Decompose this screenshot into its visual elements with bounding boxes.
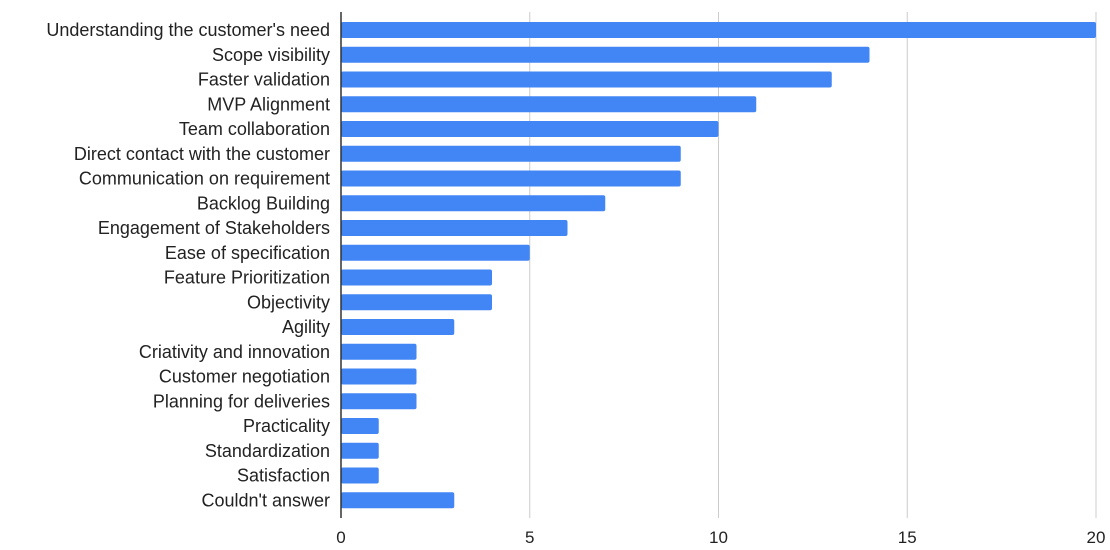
bar: [341, 294, 492, 311]
category-label: Backlog Building: [197, 193, 330, 213]
category-label: Standardization: [205, 441, 330, 461]
category-label: Scope visibility: [212, 45, 330, 65]
category-label: Direct contact with the customer: [74, 144, 330, 164]
category-label: Understanding the customer's need: [46, 20, 330, 40]
category-label: Planning for deliveries: [153, 391, 330, 411]
category-label: Feature Prioritization: [164, 268, 330, 288]
bar: [341, 269, 492, 286]
category-label: Criativity and innovation: [139, 342, 330, 362]
x-tick-label: 20: [1087, 528, 1106, 547]
gridlines: [529, 12, 1097, 518]
x-tick-labels: 0 5 10 15 20: [336, 528, 1105, 547]
bar: [341, 96, 757, 113]
x-tick-label: 10: [709, 528, 728, 547]
x-tick-label: 5: [525, 528, 534, 547]
bar: [341, 442, 379, 459]
category-labels: Understanding the customer's need Scope v…: [46, 20, 330, 510]
category-label: Communication on requirement: [79, 169, 330, 189]
bar: [341, 418, 379, 434]
bar: [341, 319, 455, 335]
bar: [341, 145, 681, 162]
bar: [341, 368, 417, 385]
bar: [341, 121, 719, 137]
bar: [341, 71, 832, 88]
bars: [341, 22, 1096, 509]
category-label: Satisfaction: [237, 466, 330, 486]
category-label: Objectivity: [247, 292, 330, 312]
bar: [341, 492, 455, 509]
category-label: MVP Alignment: [207, 94, 330, 114]
bar: [341, 393, 417, 410]
bar: [341, 46, 870, 63]
bar: [341, 195, 606, 212]
bar: [341, 220, 568, 236]
x-tick-label: 15: [898, 528, 917, 547]
bar: [341, 467, 379, 484]
category-label: Faster validation: [198, 70, 330, 90]
category-label: Team collaboration: [179, 119, 330, 139]
category-label: Couldn't answer: [201, 490, 330, 510]
category-label: Customer negotiation: [159, 367, 330, 387]
bar: [341, 343, 417, 360]
bar: [341, 244, 530, 261]
category-label: Practicality: [243, 416, 330, 436]
category-label: Agility: [282, 317, 330, 337]
category-label: Ease of specification: [165, 243, 330, 263]
category-label: Engagement of Stakeholders: [98, 218, 330, 238]
bar: [341, 22, 1096, 38]
x-tick-label: 0: [336, 528, 345, 547]
bar: [341, 170, 681, 187]
